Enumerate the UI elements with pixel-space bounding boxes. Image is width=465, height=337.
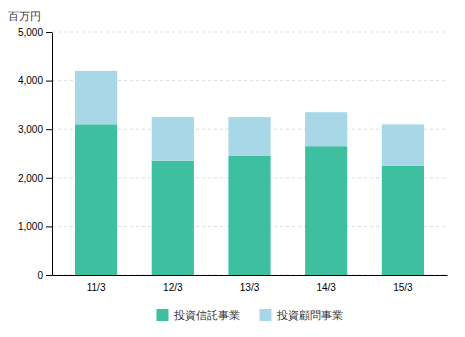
x-tick-label: 13/3	[240, 282, 260, 293]
y-tick: 5,000	[18, 27, 52, 38]
y-tick: 4,000	[18, 75, 52, 86]
x-axis: 11/3 12/3 13/3 14/3 15/3	[53, 276, 448, 294]
x-tick-label: 14/3	[316, 282, 336, 293]
bars	[75, 71, 424, 275]
bar	[152, 117, 194, 161]
legend-swatch	[260, 309, 272, 321]
chart: 0 1,000 2,000 3,000 4,000 5,000 11/3 12/3 13/3 14…	[0, 0, 465, 337]
series	[75, 71, 424, 166]
grid-line	[52, 32, 447, 33]
y-tick-mark	[46, 178, 52, 179]
x-tick-label: 15/3	[393, 282, 413, 293]
plot: 0 1,000 2,000 3,000 4,000 5,000 11/3 12/3 13/3 14…	[18, 27, 448, 293]
legend-label: 投資顧問事業	[276, 309, 343, 322]
x-tick: 15/3	[393, 282, 413, 293]
bar	[305, 112, 347, 146]
y-tick-mark	[46, 275, 52, 276]
y-tick-label: 1,000	[18, 221, 43, 232]
bar	[152, 161, 194, 275]
legend-item: 投資信託事業	[157, 309, 240, 322]
x-axis-line	[53, 275, 448, 276]
bar	[75, 124, 117, 275]
y-tick-label: 3,000	[18, 124, 43, 135]
bar	[305, 146, 347, 275]
y-tick-mark	[46, 32, 52, 33]
y-tick-label: 2,000	[18, 173, 43, 184]
y-tick: 3,000	[18, 124, 52, 135]
bar	[382, 166, 424, 275]
legend: 投資信託事業 投資顧問事業	[157, 309, 343, 322]
y-tick: 2,000	[18, 173, 52, 184]
x-tick: 13/3	[240, 282, 260, 293]
y-tick-mark	[46, 226, 52, 227]
x-tick: 11/3	[87, 282, 106, 293]
y-tick-mark	[46, 81, 52, 82]
bar	[228, 156, 270, 275]
x-tick: 12/3	[163, 282, 183, 293]
x-tick: 14/3	[316, 282, 336, 293]
x-tick-label: 12/3	[163, 282, 183, 293]
y-tick-label: 5,000	[18, 27, 43, 38]
x-tick-label: 11/3	[87, 282, 106, 293]
bar	[382, 124, 424, 165]
y-tick-label: 4,000	[18, 75, 43, 86]
y-tick: 1,000	[18, 221, 52, 232]
y-tick: 0	[37, 270, 52, 281]
grid	[52, 32, 447, 275]
legend-swatch	[157, 309, 169, 321]
y-tick-label: 0	[37, 270, 43, 281]
bar	[75, 71, 117, 124]
legend-label: 投資信託事業	[173, 309, 240, 322]
y-tick-mark	[46, 129, 52, 130]
y-axis: 0 1,000 2,000 3,000 4,000 5,000	[18, 27, 53, 281]
y-axis-line	[52, 33, 53, 276]
bar	[228, 117, 270, 156]
legend-item: 投資顧問事業	[260, 309, 343, 322]
y-axis-label: 百万円	[8, 10, 41, 23]
